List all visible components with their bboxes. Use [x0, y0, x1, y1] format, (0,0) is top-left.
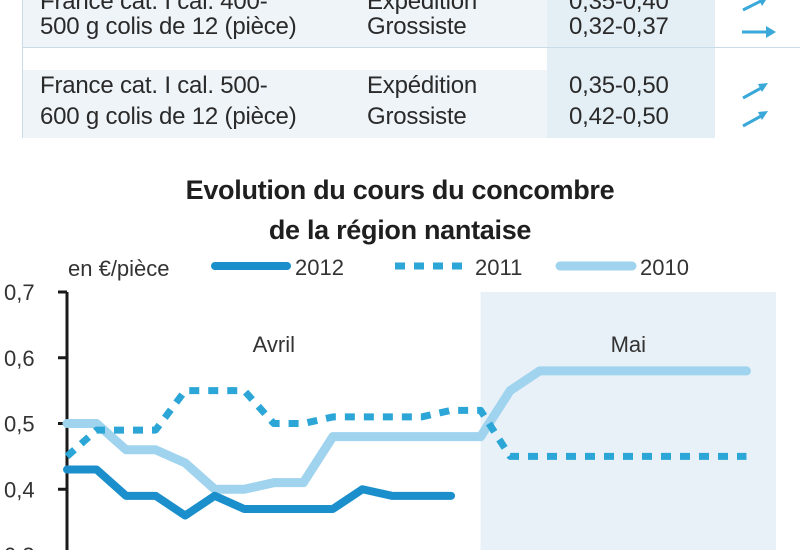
product-line: 500 g colis de 12 (pièce) — [40, 13, 297, 40]
y-tick-label: 0,6 — [4, 346, 35, 371]
series-line-2011 — [64, 387, 747, 460]
legend-label-2010: 2010 — [640, 255, 689, 280]
price-range: 0,35-0,50 — [569, 72, 669, 99]
market-label: Expédition — [367, 72, 478, 99]
y-tick-label: 0,3 — [4, 543, 35, 550]
period-label: Avril — [253, 332, 295, 357]
price-range: 0,32-0,37 — [569, 13, 669, 40]
price-range: 0,35-0,40 — [569, 0, 669, 15]
price-table: France cat. I cal. 400- 500 g colis de 1… — [0, 0, 800, 150]
legend-label-2012: 2012 — [295, 255, 344, 280]
market-label: Grossiste — [367, 13, 467, 40]
chart-title-line-2: de la région nantaise — [268, 215, 532, 245]
period-band-mai — [480, 292, 776, 550]
price-column-band — [547, 0, 715, 138]
y-tick-label: 0,4 — [4, 477, 35, 502]
row-band-1 — [22, 0, 547, 47]
row-separator — [22, 47, 800, 48]
y-axis-label: en €/pièce — [68, 256, 170, 281]
series-line-2010 — [62, 366, 751, 494]
row-band-2 — [22, 70, 547, 138]
period-label: Mai — [611, 332, 646, 357]
chart-title-line-1: Evolution du cours du concombre — [185, 175, 615, 205]
product-line: France cat. I cal. 400- — [40, 0, 268, 15]
trend-up-arrow-icon — [742, 83, 768, 100]
trend-stable-arrow-icon — [742, 26, 776, 38]
legend-label-2011: 2011 — [475, 255, 522, 280]
series-line-2012 — [63, 465, 456, 520]
y-tick-label: 0,5 — [4, 412, 35, 437]
trend-up-arrow-icon — [742, 0, 766, 12]
y-tick-label: 0,7 — [4, 280, 35, 305]
product-line: France cat. I cal. 500- — [40, 72, 268, 99]
trend-up-arrow-icon — [742, 111, 768, 128]
table-left-rule — [22, 0, 23, 138]
product-line: 600 g colis de 12 (pièce) — [40, 103, 297, 130]
market-label: Grossiste — [367, 103, 467, 130]
market-label: Expédition — [367, 0, 478, 15]
price-range: 0,42-0,50 — [569, 103, 669, 130]
